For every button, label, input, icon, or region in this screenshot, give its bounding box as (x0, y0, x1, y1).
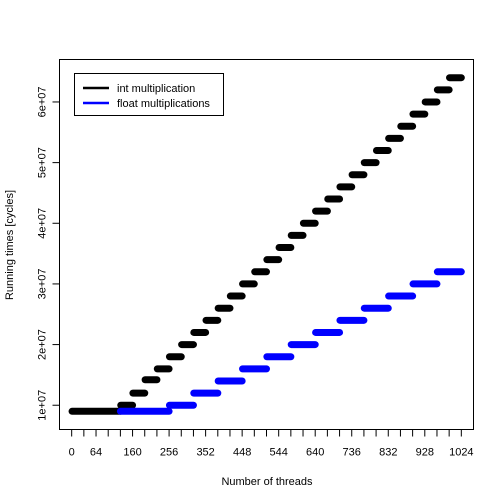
legend-box (74, 73, 224, 116)
series-layer (68, 74, 465, 415)
y-tick-label-5: 6e+07 (37, 87, 49, 118)
x-axis-label: Number of threads (221, 476, 313, 488)
x-tick-label-0: 0 (69, 447, 75, 459)
x-tick-label-20: 640 (306, 447, 324, 459)
x-tick-label-23: 736 (343, 447, 361, 459)
y-axis: 1e+07 2e+07 3e+07 4e+07 5e+07 6e+07 (37, 87, 60, 421)
x-tick-label-17: 544 (269, 447, 287, 459)
x-tick-label-2: 64 (90, 447, 102, 459)
y-tick-label-3: 4e+07 (37, 208, 49, 239)
x-axis: 0 64 160 256 352 448 544 640 736 832 928 1024 (69, 429, 474, 459)
y-tick-label-2: 3e+07 (37, 268, 49, 299)
y-tick-label-4: 5e+07 (37, 147, 49, 178)
y-axis-label: Running times [cycles] (4, 190, 16, 300)
x-tick-label-26: 832 (379, 447, 397, 459)
x-tick-label-14: 448 (233, 447, 251, 459)
y-tick-label-1: 2e+07 (37, 329, 49, 360)
legend: int multiplication float multiplications (74, 73, 224, 116)
x-tick-label-8: 256 (160, 447, 178, 459)
x-tick-label-29: 928 (416, 447, 434, 459)
x-tick-label-11: 352 (196, 447, 214, 459)
legend-label-int: int multiplication (117, 83, 195, 95)
y-tick-label-0: 1e+07 (37, 390, 49, 421)
x-tick-label-5: 160 (123, 447, 141, 459)
x-tick-label-32: 1024 (449, 447, 473, 459)
legend-label-float: float multiplications (117, 98, 210, 110)
